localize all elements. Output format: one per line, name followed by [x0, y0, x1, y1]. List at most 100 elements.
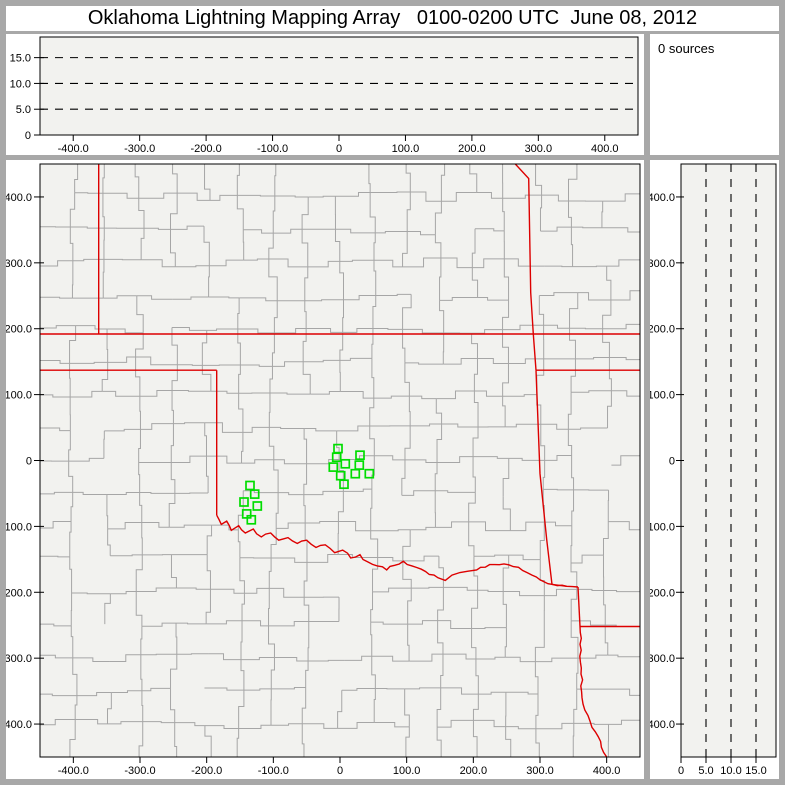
county-line	[172, 164, 178, 194]
county-line	[404, 459, 438, 464]
county-line	[40, 520, 72, 529]
y-tick-label: 400.0	[650, 192, 675, 204]
county-line	[608, 719, 640, 725]
county-line	[475, 659, 479, 695]
x-tick-label: 15.0	[745, 765, 766, 777]
county-line	[473, 556, 479, 591]
county-line	[543, 324, 570, 329]
y-tick-label: 0	[669, 456, 675, 468]
county-line	[473, 719, 506, 728]
county-line	[268, 557, 272, 589]
county-line	[535, 693, 539, 729]
y-tick-label: 100.0	[650, 390, 675, 402]
county-line	[240, 620, 243, 660]
county-line	[208, 296, 240, 299]
county-line	[441, 191, 477, 202]
county-line	[140, 228, 145, 260]
county-line	[237, 328, 241, 366]
x-tick-label: 400.0	[591, 143, 619, 155]
county-line	[535, 728, 540, 757]
county-line	[436, 390, 475, 400]
county-line	[472, 456, 476, 493]
county-line	[602, 323, 640, 330]
county-line	[239, 557, 245, 594]
y-tick-label: 100.0	[6, 390, 32, 402]
county-line	[275, 492, 279, 529]
county-line	[74, 695, 78, 720]
county-line	[410, 526, 436, 531]
county-line	[535, 722, 574, 730]
county-line	[68, 430, 71, 462]
county-line	[69, 226, 74, 261]
x-tick-label: 400.0	[593, 765, 621, 777]
county-line	[474, 390, 503, 397]
county-line	[206, 328, 238, 331]
county-line	[241, 459, 274, 464]
county-line	[344, 655, 372, 661]
county-line	[205, 589, 211, 624]
county-line	[603, 589, 640, 593]
county-line	[373, 232, 376, 261]
county-line	[404, 688, 410, 727]
altitude-ns-plot[interactable]: 400.0 300.0 200.0 100.0 0 -100.0 -200.0 -300.0 -…	[650, 160, 779, 779]
county-line	[141, 622, 177, 627]
county-line	[110, 590, 137, 595]
county-line	[169, 193, 178, 230]
county-line	[268, 625, 275, 658]
state-border-east-border-north	[514, 164, 537, 371]
county-line	[303, 562, 308, 598]
county-line	[473, 390, 479, 428]
window-title: Oklahoma Lightning Mapping Array 0100-02…	[87, 7, 698, 29]
county-line	[535, 657, 578, 663]
county-line	[74, 164, 79, 193]
county-line	[69, 361, 108, 364]
plan-view-map[interactable]: 400.0 300.0 200.0 100.0 0 -100.0 -200.0 -300.0 -…	[6, 160, 644, 779]
county-line	[135, 591, 143, 627]
county-line	[274, 328, 307, 334]
county-line	[410, 191, 442, 202]
county-line	[102, 390, 140, 397]
county-line	[204, 687, 244, 691]
county-line	[301, 229, 309, 267]
county-line	[577, 292, 611, 301]
county-line	[170, 654, 178, 689]
county-line	[72, 657, 78, 696]
county-line	[138, 192, 178, 199]
county-line	[268, 259, 278, 301]
county-line	[107, 521, 142, 530]
lma-station-marker	[252, 501, 263, 511]
state-border-red-river	[216, 514, 579, 588]
county-line	[171, 390, 174, 424]
county-line	[440, 687, 479, 695]
county-line	[306, 328, 343, 333]
county-line	[140, 653, 177, 656]
altitude-ew-plot[interactable]: 0 5.0 10.0 15.0 -400.0 -300.0 -200.0 -100.0 0 100…	[6, 34, 644, 155]
county-line	[175, 265, 210, 268]
county-line	[243, 258, 269, 261]
y-tick-label: -200.0	[650, 587, 675, 599]
county-line	[371, 655, 410, 662]
county-line	[471, 267, 479, 298]
county-line	[571, 390, 612, 393]
county-line	[236, 195, 244, 230]
county-line	[244, 587, 270, 594]
county-line	[176, 622, 207, 625]
county-line	[473, 554, 509, 557]
county-line	[236, 164, 240, 196]
county-line	[375, 231, 408, 234]
county-line	[434, 462, 438, 491]
county-line	[468, 492, 476, 522]
county-line	[342, 328, 373, 333]
y-tick-label: -200.0	[6, 587, 32, 599]
county-line	[201, 330, 208, 366]
county-line	[340, 391, 374, 399]
county-line	[370, 489, 373, 531]
county-line	[102, 192, 139, 199]
county-line	[602, 328, 610, 358]
county-line	[104, 428, 141, 432]
title-bar: Oklahoma Lightning Mapping Array 0100-02…	[6, 6, 779, 31]
county-line	[208, 265, 210, 297]
y-tick-label: 300.0	[6, 258, 32, 270]
county-line	[71, 592, 111, 595]
county-line	[174, 722, 205, 727]
